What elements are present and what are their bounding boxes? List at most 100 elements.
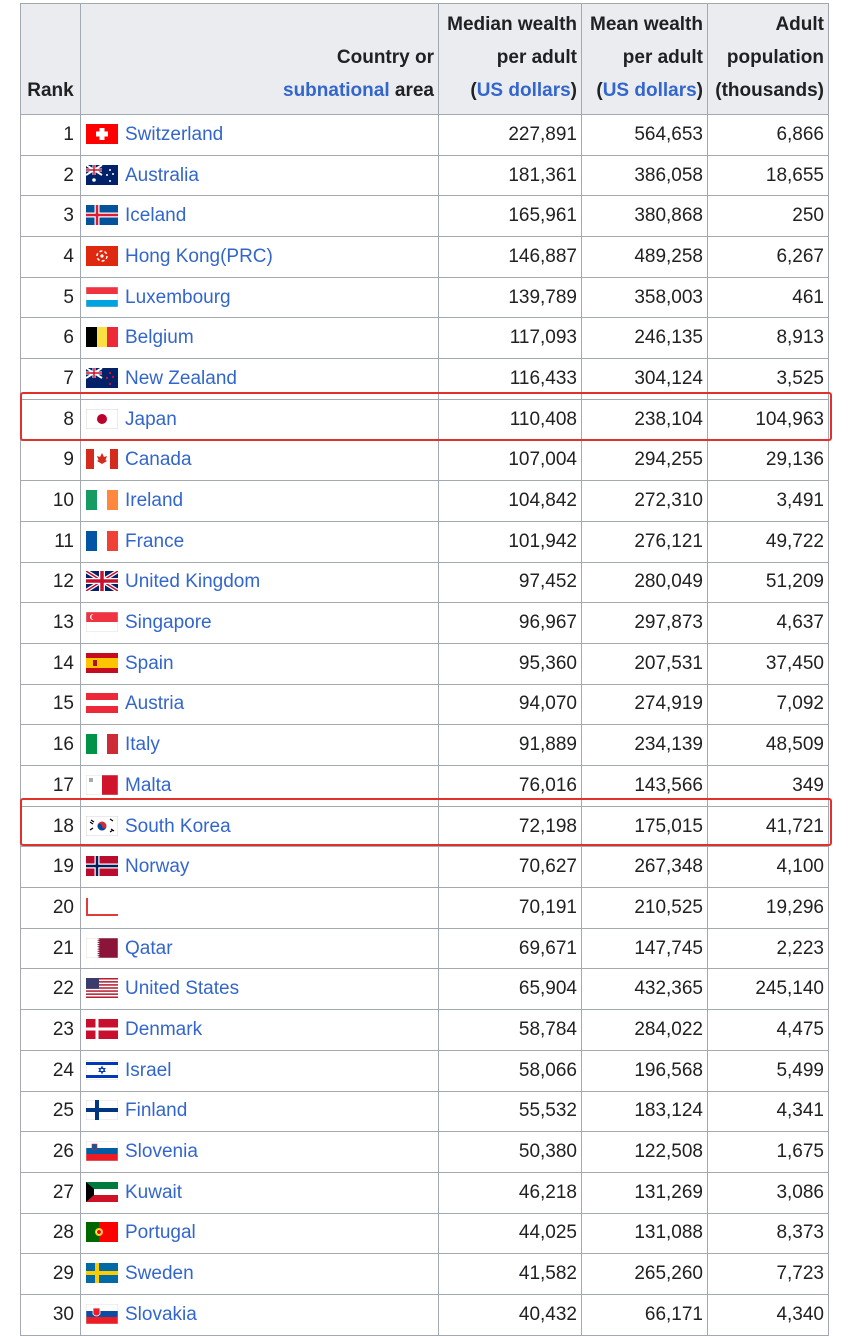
united-states-flag-icon (86, 978, 118, 999)
country-link[interactable]: New Zealand (125, 367, 237, 389)
country-link[interactable]: Austria (125, 693, 185, 715)
mean-wealth-cell: 234,139 (581, 724, 708, 766)
median-wealth-cell: 70,627 (438, 846, 582, 889)
country-link[interactable]: Australia (125, 164, 199, 186)
table-row: 19 Norway 70,627 267,348 4,100 (20, 846, 829, 889)
country-cell: Japan (80, 398, 439, 441)
country-link[interactable]: Kuwait (125, 1181, 183, 1203)
spain-flag-icon (86, 652, 118, 673)
adult-population-cell: 104,963 (707, 398, 829, 441)
country-link[interactable]: France (125, 530, 185, 552)
median-us-dollars-link[interactable]: US dollars (476, 80, 571, 101)
median-wealth-cell: 165,961 (438, 195, 582, 238)
mean-wealth-cell: 304,124 (581, 358, 708, 400)
median-wealth-cell: 116,433 (438, 358, 582, 400)
adult-population-cell: 8,913 (707, 317, 829, 360)
pop-header-line3: (thousands) (715, 80, 824, 101)
mean-wealth-cell: 297,873 (581, 602, 708, 644)
median-header-line2: per adult (496, 47, 577, 68)
mean-wealth-cell: 284,022 (581, 1009, 708, 1051)
table-row: 13 Singapore 96,967 297,873 4,637 (20, 602, 829, 644)
country-link[interactable]: Iceland (125, 205, 187, 227)
median-wealth-cell: 91,889 (438, 724, 582, 766)
country-link[interactable]: Singapore (125, 612, 212, 634)
mean-wealth-cell: 564,653 (581, 114, 708, 156)
subnational-link[interactable]: subnational (283, 80, 390, 101)
malta-flag-icon (85, 774, 119, 796)
adult-population-cell: 49,722 (707, 520, 829, 563)
rank-cell: 1 (20, 114, 81, 156)
table-row: 18 South Korea 72,198 175,015 41,721 (20, 805, 829, 848)
mean-wealth-cell: 274,919 (581, 683, 708, 726)
united-kingdom-flag-icon (84, 569, 120, 594)
country-link[interactable]: Qatar (125, 937, 173, 959)
country-link[interactable]: Norway (125, 856, 190, 878)
rank-column-header[interactable]: Rank (20, 3, 81, 115)
median-header-line1: Median wealth (447, 14, 577, 35)
country-link[interactable]: Belgium (125, 327, 194, 349)
rank-cell: 18 (20, 805, 81, 848)
country-header-suffix: area (389, 80, 434, 101)
mean-wealth-cell: 358,003 (581, 276, 708, 319)
country-link[interactable]: Italy (125, 734, 160, 756)
south-korea-flag-icon (85, 815, 119, 836)
country-link[interactable]: United Kingdom (125, 571, 261, 593)
adult-population-cell: 245,140 (707, 968, 829, 1011)
table-row: 29 Sweden 41,582 265,260 7,723 (20, 1253, 829, 1295)
adult-population-cell: 48,509 (707, 724, 829, 766)
country-link[interactable]: United States (125, 978, 240, 1000)
median-wealth-cell: 76,016 (438, 765, 582, 807)
table-row: 10 Ireland 104,842 272,310 3,491 (20, 480, 829, 522)
table-row: 11 France 101,942 276,121 49,722 (20, 520, 829, 563)
france-flag-icon (86, 530, 118, 551)
country-link[interactable]: Portugal (125, 1222, 196, 1244)
canada-flag-icon (86, 449, 118, 470)
country-link[interactable]: Ireland (125, 490, 184, 512)
country-link[interactable]: Denmark (125, 1018, 203, 1040)
country-link[interactable]: Luxembourg (125, 286, 231, 308)
mean-wealth-cell: 175,015 (581, 805, 708, 848)
country-link[interactable]: Malta (125, 774, 172, 796)
mean-us-dollars-link[interactable]: US dollars (602, 80, 697, 101)
country-link[interactable]: Finland (125, 1100, 188, 1122)
country-link[interactable]: Slovenia (125, 1141, 198, 1163)
country-column-header[interactable]: Country or subnational area (80, 3, 439, 115)
country-link[interactable]: South Korea (125, 815, 231, 837)
mean-wealth-column-header[interactable]: Mean wealth per adult (US dollars) (581, 3, 708, 115)
mean-wealth-cell: 380,868 (581, 195, 708, 238)
country-link[interactable]: Canada (125, 449, 192, 471)
table-row: 25 Finland 55,532 183,124 4,341 (20, 1090, 829, 1133)
table-row: 6 Belgium 117,093 246,135 8,913 (20, 317, 829, 360)
country-cell: United States (80, 968, 439, 1011)
median-wealth-cell: 58,066 (438, 1049, 582, 1092)
sweden-flag-icon (86, 1263, 118, 1284)
mean-wealth-cell: 272,310 (581, 480, 708, 522)
country-link[interactable]: Hong Kong(PRC) (125, 245, 273, 267)
country-link[interactable]: Spain (125, 652, 174, 674)
median-wealth-cell: 117,093 (438, 317, 582, 360)
country-link[interactable]: Sweden (125, 1263, 194, 1285)
adult-population-column-header[interactable]: Adult population (thousands) (707, 3, 829, 115)
rank-cell: 2 (20, 154, 81, 197)
wealth-table: Rank Country or subnational area Median … (20, 3, 829, 1336)
country-link[interactable]: Slovakia (125, 1303, 197, 1325)
mean-wealth-cell: 489,258 (581, 236, 708, 278)
rank-cell: 17 (20, 765, 81, 807)
country-cell: Australia (80, 154, 439, 197)
median-wealth-cell: 94,070 (438, 683, 582, 726)
rank-cell: 28 (20, 1212, 81, 1255)
country-link[interactable]: Israel (125, 1059, 172, 1081)
country-link[interactable]: Japan (125, 408, 177, 430)
table-row: 5 Luxembourg 139,789 358,003 461 (20, 276, 829, 319)
country-link[interactable]: Switzerland (125, 123, 224, 145)
table-row: 8 Japan 110,408 238,104 104,963 (20, 398, 829, 441)
rank-cell: 3 (20, 195, 81, 238)
table-row: 26 Slovenia 50,380 122,508 1,675 (20, 1131, 829, 1173)
rank-cell: 23 (20, 1009, 81, 1051)
median-wealth-column-header[interactable]: Median wealth per adult (US dollars) (438, 3, 582, 115)
mean-wealth-cell: 267,348 (581, 846, 708, 889)
pop-header-line2: population (726, 47, 824, 68)
mean-wealth-cell: 246,135 (581, 317, 708, 360)
country-cell: Slovenia (80, 1131, 439, 1173)
rank-cell: 6 (20, 317, 81, 360)
